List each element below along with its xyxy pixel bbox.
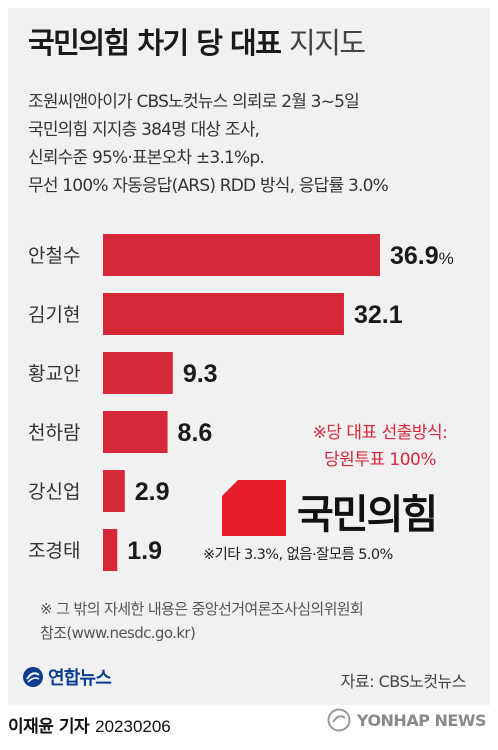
category-label: 황교안 [28,363,80,385]
footnote-line-1: ※ 그 밖의 자세한 내용은 중앙선거여론조사심의위원회 [40,600,364,618]
election-method-note: ※당 대표 선출방식: 당원투표 100% [290,420,470,474]
category-label: 안철수 [28,245,80,267]
bar [103,352,173,394]
party-name: 국민의힘 [297,492,438,538]
bar [103,470,125,512]
yonhap-globe-icon [23,667,43,687]
bar [103,529,118,571]
byline-date: 20230206 [95,717,171,736]
description-line-1: 조원씨앤아이가 CBS노컷뉴스 의뢰로 2월 3~5일 [28,92,360,112]
unit-label: % [439,249,454,268]
title-main: 국민의힘 차기 당 대표 [28,26,282,60]
yonhap-watermark: YONHAP NEWS [327,708,487,732]
bar [103,293,344,335]
yonhap-watermark-icon [327,708,351,732]
value-label: 32.1 [354,301,403,329]
value-label: 9.3 [183,360,218,388]
data-source: 자료: CBS노컷뉴스 [340,672,467,691]
agency-logo: 연합뉴스 [22,664,112,690]
yonhap-watermark-text: YONHAP NEWS [356,710,487,730]
survey-description: 조원씨앤아이가 CBS노컷뉴스 의뢰로 2월 3~5일 국민의힘 지지층 384… [28,88,389,200]
value-label: 2.9 [135,478,170,506]
category-label: 김기현 [28,304,80,326]
category-label: 조경태 [28,540,80,562]
value-label: 1.9 [127,537,162,565]
bar [103,234,380,276]
byline-name: 이재윤 기자 [8,717,90,737]
agency-logo-text: 연합뉴스 [48,668,112,689]
other-responses-note: ※기타 3.3%, 없음·잘모름 5.0% [203,547,393,563]
election-method-line-1: ※당 대표 선출방식: [312,423,448,443]
party-logo-icon [222,480,286,536]
category-label: 천하람 [28,422,80,444]
title-light: 지지도 [289,26,366,60]
value-label: 36.9% [390,242,454,270]
bar [103,411,168,453]
value-label: 8.6 [178,419,213,447]
bar-chart: 안철수 36.9% 김기현 32.1 황교안 9.3 천하람 8.6 강신업 2.9 조경태 1.9 [28,234,454,571]
election-method-line-2: 당원투표 100% [323,450,437,470]
description-line-2: 국민의힘 지지층 384명 대상 조사, [28,120,260,140]
category-label: 강신업 [28,481,80,503]
byline: 이재윤 기자 20230206 [8,712,171,737]
description-line-4: 무선 100% 자동응답(ARS) RDD 방식, 응답률 3.0% [28,176,389,196]
infographic-card [8,8,490,705]
chart-title: 국민의힘 차기 당 대표 지지도 [28,20,366,62]
footnote-line-2: 참조(www.nesdc.go.kr) [40,624,196,642]
footnote: ※ 그 밖의 자세한 내용은 중앙선거여론조사심의위원회 참조(www.nesd… [40,597,364,645]
description-line-3: 신뢰수준 95%·표본오차 ±3.1%p. [28,148,265,168]
